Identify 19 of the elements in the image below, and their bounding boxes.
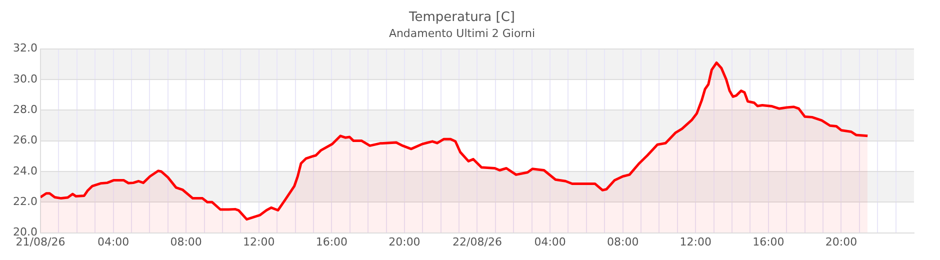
x-tick-label: 16:00: [752, 235, 784, 248]
y-tick-label: 28.0: [12, 102, 38, 116]
y-tick-label: 32.0: [12, 42, 38, 55]
y-tick-label: 24.0: [12, 164, 38, 178]
x-tick-label: 04:00: [97, 235, 130, 248]
x-tick-label: 20:00: [825, 235, 858, 248]
x-tick-label: 12:00: [243, 235, 275, 248]
x-tick-label: 08:00: [170, 235, 202, 248]
y-tick-label: 30.0: [12, 72, 38, 86]
y-tick-label: 22.0: [12, 194, 38, 208]
chart-title: Temperatura [C]: [408, 10, 515, 26]
x-tick-label: 04:00: [534, 235, 566, 248]
x-tick-label: 22/08/26: [452, 235, 502, 248]
x-tick-label: 08:00: [606, 235, 639, 248]
y-tick-label: 26.0: [12, 134, 38, 147]
chart-subtitle: Andamento Ultimi 2 Giorni: [388, 27, 536, 40]
x-tick-label: 16:00: [316, 235, 348, 248]
x-tick-label: 20:00: [388, 235, 420, 248]
x-tick-label: 12:00: [680, 235, 712, 248]
